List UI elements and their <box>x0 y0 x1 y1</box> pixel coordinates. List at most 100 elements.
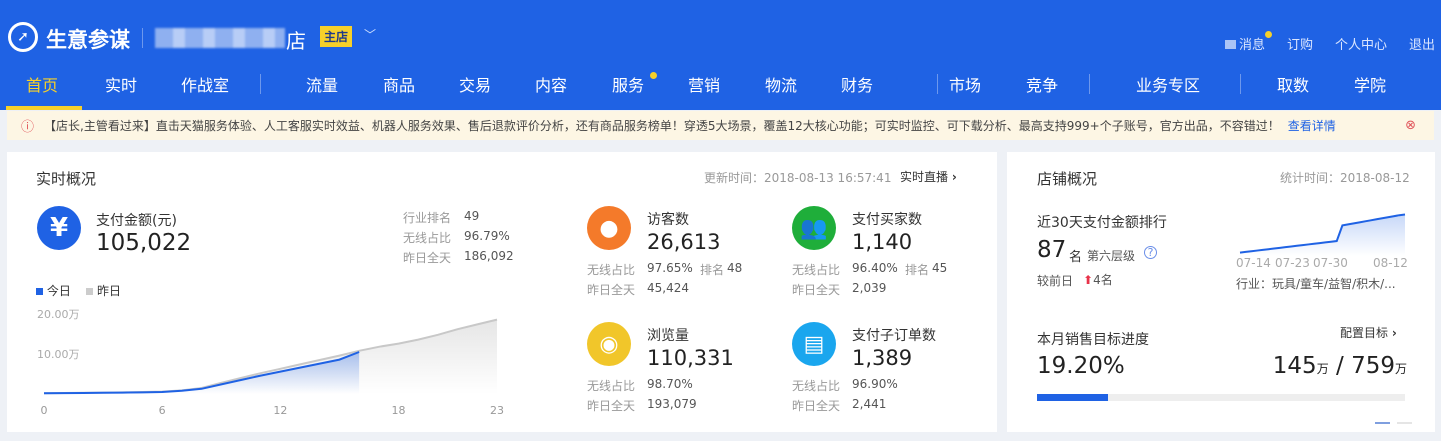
y-tick-label: 20.00万 <box>37 308 80 321</box>
done-amount: 145 <box>1272 353 1317 379</box>
mini-x-tick: 07-23 <box>1275 256 1310 270</box>
shop-name: 店 <box>286 29 306 53</box>
brand-name: 生意参谋 <box>46 28 130 52</box>
live-link[interactable]: 实时直播 › <box>900 168 957 185</box>
metric-value: 1,140 <box>852 230 913 254</box>
store-overview-card: 店铺概况 统计时间：2018-08-12 近30天支付金额排行 87 名 第六层… <box>1007 152 1435 432</box>
nav-tab-1[interactable]: 实时 <box>104 76 138 95</box>
configure-goal-link[interactable]: 配置目标 › <box>1340 324 1397 341</box>
mini-line <box>1239 213 1406 254</box>
legend-today-swatch <box>36 288 43 295</box>
unit: 万 <box>1394 362 1407 376</box>
yesterday-label: 昨日全天 <box>587 399 636 413</box>
messages-link[interactable]: 消息 <box>1224 31 1272 53</box>
personal-center-link[interactable]: 个人中心 <box>1334 38 1387 53</box>
nav-tab-11[interactable]: 市场 <box>948 76 982 95</box>
goal-title: 本月销售目标进度 <box>1037 332 1149 348</box>
nav-tab-15[interactable]: 学院 <box>1353 76 1387 95</box>
view-details-link[interactable]: 查看详情 <box>1287 119 1336 133</box>
nav-tab-5[interactable]: 交易 <box>458 76 492 95</box>
unit: 万 <box>1316 362 1329 376</box>
x-tick-label: 6 <box>159 404 166 417</box>
carousel-dot[interactable] <box>1397 422 1412 424</box>
mini-x-tick: 07-14 <box>1236 256 1271 270</box>
notice-bar: ⓘ 【店长,主管看过来】直击天猫服务体验、人工客服实时效益、机器人服务效果、售后… <box>7 111 1434 140</box>
nav-tab-13[interactable]: 业务专区 <box>1135 76 1201 95</box>
nav-divider <box>937 74 938 94</box>
rank-trend-chart <box>1239 213 1406 256</box>
metric-value: 26,613 <box>647 230 721 254</box>
nav-tab-10[interactable]: 财务 <box>840 76 874 95</box>
goal-percent: 19.20% <box>1037 353 1125 379</box>
realtime-overview-card: 实时概况 更新时间：2018-08-13 16:57:41 实时直播 › ¥ 支… <box>7 152 997 432</box>
series-line-0 <box>43 351 360 395</box>
update-time: 更新时间：2018-08-13 16:57:41 <box>704 171 892 185</box>
order-link[interactable]: 订购 <box>1286 38 1313 53</box>
mini-area <box>1240 214 1405 256</box>
wireless-label: 无线占比 <box>587 379 636 393</box>
wireless-label: 无线占比 <box>792 263 841 277</box>
users-icon: 👥 <box>792 206 836 250</box>
nav-tab-12[interactable]: 竞争 <box>1025 76 1059 95</box>
logout-link[interactable]: 退出 <box>1408 38 1435 53</box>
nav-tab-6[interactable]: 内容 <box>534 76 568 95</box>
target-amount: 759 <box>1351 353 1395 379</box>
pay-stat-value: 96.79% <box>464 229 510 243</box>
wireless-label: 无线占比 <box>587 263 636 277</box>
rank-value: 87 <box>1037 237 1067 263</box>
metric-label: 浏览量 <box>647 328 689 344</box>
close-icon[interactable]: ⊗ <box>1405 118 1416 133</box>
yesterday-value: 193,079 <box>647 397 697 411</box>
nav-tab-9[interactable]: 物流 <box>764 76 798 95</box>
footprint-icon: ● <box>587 206 631 250</box>
legend: 今日 昨日 <box>36 282 121 299</box>
nav-tab-8[interactable]: 营销 <box>687 76 721 95</box>
card-title: 店铺概况 <box>1037 170 1098 188</box>
configure-goal-label: 配置目标 <box>1340 326 1389 340</box>
yesterday-value: 45,424 <box>647 281 689 295</box>
wireless-value: 96.90% <box>852 377 898 391</box>
help-icon[interactable]: ? <box>1144 246 1157 259</box>
wireless-value: 97.65% <box>647 261 693 275</box>
yesterday-label: 昨日全天 <box>792 399 841 413</box>
mini-x-tick: 07-30 <box>1313 256 1348 270</box>
pay-stat-label: 无线占比 <box>403 231 452 245</box>
header: ➚ 生意参谋 店 主店 ﹀ 消息 订购 个人中心 退出 首页 实时 作战室 流量 商品 交… <box>0 0 1441 110</box>
x-tick-label: 0 <box>41 404 48 417</box>
compass-logo-icon[interactable]: ➚ <box>8 22 38 52</box>
nav-tab-7[interactable]: 服务 <box>611 76 645 95</box>
pay-stat-label: 昨日全天 <box>403 251 452 265</box>
legend-yesterday-swatch <box>86 288 94 295</box>
nav-tab-2[interactable]: 作战室 <box>180 76 230 95</box>
nav-tab-3[interactable]: 流量 <box>305 76 339 95</box>
goal-progress-fill <box>1037 394 1108 401</box>
eye-icon: ◉ <box>587 322 631 366</box>
series-area-1 <box>44 319 497 394</box>
notification-dot <box>650 72 657 79</box>
compare-text: 4名 <box>1093 273 1113 287</box>
nav-divider <box>1240 74 1241 94</box>
chevron-right-icon: › <box>951 170 957 184</box>
nav-tab-14[interactable]: 取数 <box>1276 76 1310 95</box>
nav-tab-0[interactable]: 首页 <box>25 76 59 95</box>
goal-progress-bar <box>1037 394 1405 401</box>
slash: / <box>1336 353 1344 379</box>
metric-value: 110,331 <box>647 346 734 370</box>
live-label: 实时直播 <box>900 170 949 184</box>
metric-label: 支付买家数 <box>852 212 922 228</box>
wireless-value: 96.40% <box>852 261 898 275</box>
notice-text: 【店长,主管看过来】直击天猫服务体验、人工客服实时效益、机器人服务效果、售后退款… <box>44 119 1280 133</box>
active-tab-indicator <box>6 106 82 110</box>
pay-stat-value: 49 <box>464 209 480 223</box>
chevron-down-icon[interactable]: ﹀ <box>364 28 377 42</box>
pay-amount-label: 支付金额(元) <box>96 213 177 229</box>
clipboard-icon: ▤ <box>792 322 836 366</box>
nav-tab-4[interactable]: 商品 <box>382 76 416 95</box>
yesterday-value: 2,441 <box>852 397 887 411</box>
rank-label: 排名 <box>700 263 725 277</box>
carousel-dot-active[interactable] <box>1375 422 1390 424</box>
x-tick-label: 12 <box>273 404 287 417</box>
mini-x-tick: 08-12 <box>1373 256 1408 270</box>
tier-label: 第六层级 <box>1087 249 1136 263</box>
nav-divider <box>1089 74 1090 94</box>
